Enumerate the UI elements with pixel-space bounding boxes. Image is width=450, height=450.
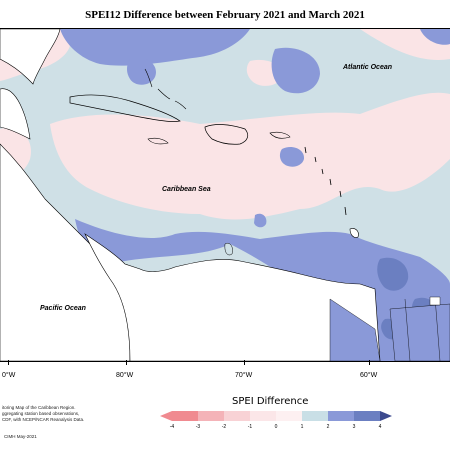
legend-tick-label: -1 (247, 424, 253, 430)
note-line-2: ggregating station based observations, (2, 411, 80, 416)
legend-block (172, 411, 199, 421)
legend-tick-label: -4 (169, 424, 175, 430)
legend-tick-label: -2 (221, 424, 227, 430)
caribbean-sea-label: Caribbean Sea (162, 186, 211, 193)
legend-block (276, 411, 303, 421)
map-area: Atlantic Ocean Caribbean Sea Pacific Oce… (0, 28, 450, 362)
lon-tick (369, 360, 370, 365)
map-title: SPEI12 Difference between February 2021 … (85, 9, 365, 21)
credit-text: CIMH May-2021 (4, 434, 37, 439)
legend-arrow-high (380, 411, 392, 421)
legend-colorbar (160, 411, 392, 421)
lon-label-70w: 70°W (235, 372, 253, 379)
legend-block (250, 411, 277, 421)
legend-block (328, 411, 355, 421)
legend-tick-label: -3 (195, 424, 201, 430)
legend-arrow-low (160, 411, 172, 421)
legend-tick-label: 2 (326, 424, 330, 430)
lon-label-60w: 60°W (360, 372, 378, 379)
legend-block (224, 411, 251, 421)
note-line-1: itoring Map of the Caribbean Region. (2, 405, 76, 410)
lon-label-west-edge: 0°W (2, 372, 16, 379)
legend-tick-label: 3 (352, 424, 356, 430)
legend-block (198, 411, 225, 421)
legend-block (302, 411, 329, 421)
legend-tick-label: 1 (300, 424, 304, 430)
legend-tick-label: 0 (274, 424, 278, 430)
legend-title: SPEI Difference (232, 396, 309, 407)
spei-map (0, 29, 450, 361)
lon-label-80w: 80°W (116, 372, 134, 379)
atlantic-ocean-label: Atlantic Ocean (343, 64, 393, 71)
legend-block (354, 411, 381, 421)
note-line-3: CDF, with NCEP/NCAR Reanalysis Data. (2, 417, 85, 422)
lon-tick (8, 360, 9, 365)
pacific-ocean-label: Pacific Ocean (40, 305, 86, 312)
lon-tick (244, 360, 245, 365)
legend-tick-label: 4 (378, 424, 382, 430)
lon-tick (126, 360, 127, 365)
